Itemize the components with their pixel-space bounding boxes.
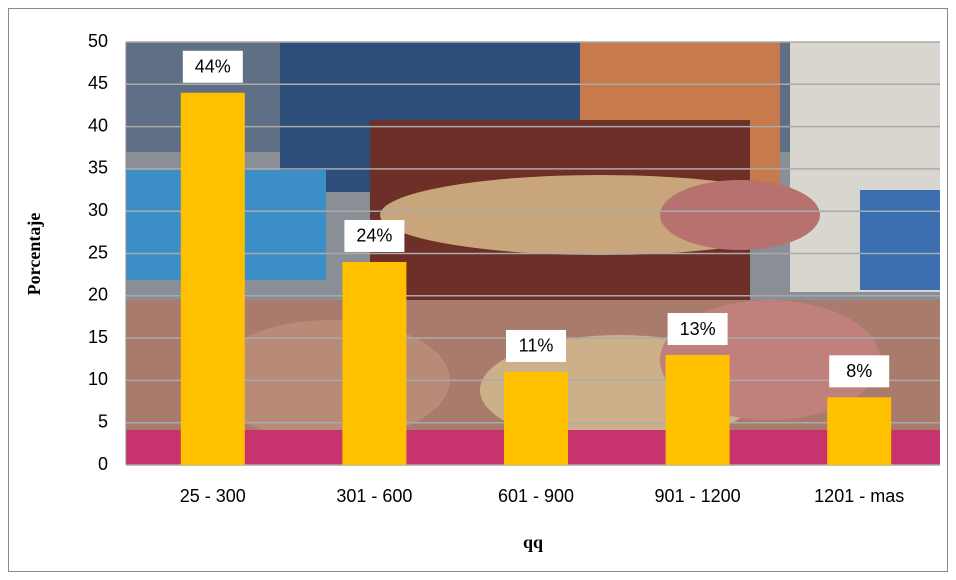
data-label: 8% — [846, 361, 872, 381]
y-tick-label: 0 — [98, 454, 108, 474]
data-label-box — [344, 219, 405, 252]
y-axis-label: Porcentaje — [24, 213, 44, 296]
y-tick-label: 25 — [88, 242, 108, 262]
bar — [342, 261, 407, 465]
data-label-box — [506, 329, 566, 362]
y-tick-label: 15 — [88, 327, 108, 347]
y-tick-label: 50 — [88, 31, 108, 51]
bar — [665, 355, 730, 465]
data-label: 13% — [680, 319, 716, 339]
x-axis-label: qq — [523, 532, 543, 552]
data-label: 44% — [195, 57, 231, 77]
x-tick-label: 301 - 600 — [336, 486, 412, 506]
y-tick-label: 40 — [88, 115, 108, 135]
y-tick-label: 30 — [88, 200, 108, 220]
y-tick-label: 10 — [88, 369, 108, 389]
bar — [180, 92, 245, 465]
y-tick-label: 35 — [88, 158, 108, 178]
x-tick-label: 601 - 900 — [498, 486, 574, 506]
data-label-box — [667, 313, 728, 346]
bar — [504, 371, 568, 465]
x-tick-label: 901 - 1200 — [655, 486, 741, 506]
y-tick-label: 45 — [88, 73, 108, 93]
x-tick-label: 25 - 300 — [180, 486, 246, 506]
data-label-box — [182, 50, 243, 83]
y-tick-label: 20 — [88, 285, 108, 305]
x-tick-label: 1201 - mas — [814, 486, 904, 506]
bar — [827, 397, 892, 465]
data-label: 11% — [519, 336, 554, 356]
data-label: 24% — [356, 226, 392, 246]
y-tick-label: 5 — [98, 411, 108, 431]
background-photo — [126, 42, 940, 465]
data-label-box — [829, 355, 890, 388]
